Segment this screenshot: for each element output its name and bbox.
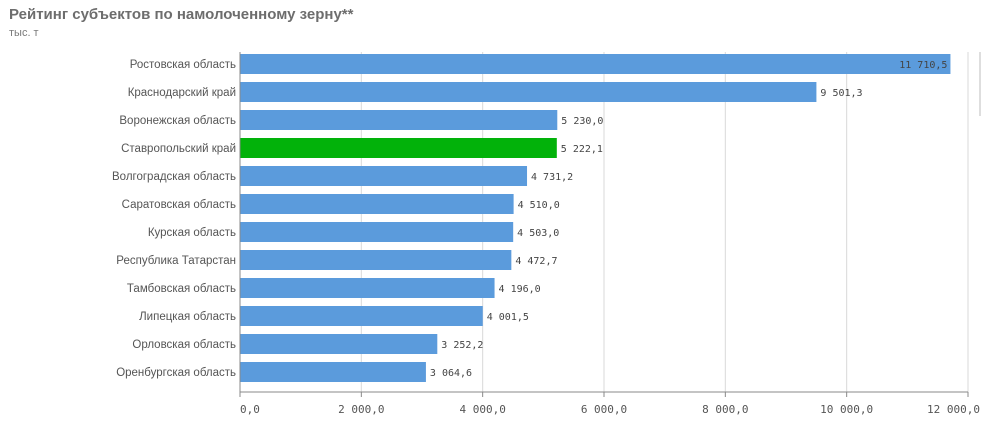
category-label: Краснодарский край bbox=[128, 87, 236, 99]
bar[interactable] bbox=[240, 54, 951, 74]
value-label: 3 252,2 bbox=[441, 340, 483, 351]
value-label: 4 731,2 bbox=[531, 172, 573, 183]
x-tick-label: 6 000,0 bbox=[581, 403, 627, 416]
x-tick-label: 8 000,0 bbox=[702, 403, 748, 416]
bar[interactable] bbox=[240, 334, 438, 354]
x-tick-label: 2 000,0 bbox=[338, 403, 384, 416]
x-tick-label: 0,0 bbox=[240, 403, 260, 416]
value-label: 4 196,0 bbox=[499, 284, 541, 295]
bar[interactable] bbox=[240, 166, 528, 186]
bar[interactable] bbox=[240, 138, 557, 158]
chart-subtitle: тыс. т bbox=[9, 27, 39, 39]
category-label: Тамбовская область bbox=[127, 283, 236, 295]
value-label: 4 503,0 bbox=[517, 228, 559, 239]
bar[interactable] bbox=[240, 278, 495, 298]
category-label: Саратовская область bbox=[122, 199, 236, 211]
bar[interactable] bbox=[240, 222, 514, 242]
bar[interactable] bbox=[240, 110, 558, 130]
bar[interactable] bbox=[240, 82, 817, 102]
x-tick-label: 4 000,0 bbox=[459, 403, 505, 416]
value-label: 3 064,6 bbox=[430, 368, 472, 379]
category-label: Республика Татарстан bbox=[116, 255, 236, 267]
category-label: Орловская область bbox=[132, 339, 236, 351]
bar[interactable] bbox=[240, 194, 514, 214]
bar[interactable] bbox=[240, 362, 426, 382]
value-label: 11 710,5 bbox=[899, 60, 947, 71]
value-label: 5 222,1 bbox=[561, 144, 603, 155]
value-label: 4 472,7 bbox=[515, 256, 557, 267]
category-label: Ставропольский край bbox=[121, 143, 236, 155]
category-label: Ростовская область bbox=[130, 59, 236, 71]
category-label: Волгоградская область bbox=[112, 171, 236, 183]
bar[interactable] bbox=[240, 250, 512, 270]
category-label: Липецкая область bbox=[139, 311, 236, 323]
category-label: Курская область bbox=[148, 227, 236, 239]
category-label: Оренбургская область bbox=[116, 367, 236, 379]
x-tick-label: 12 000,0 bbox=[927, 403, 980, 416]
value-label: 5 230,0 bbox=[561, 116, 603, 127]
category-label: Воронежская область bbox=[119, 115, 236, 127]
bar[interactable] bbox=[240, 306, 483, 326]
value-label: 4 001,5 bbox=[487, 312, 529, 323]
value-label: 4 510,0 bbox=[518, 200, 560, 211]
chart-title: Рейтинг субъектов по намолоченному зерну… bbox=[9, 6, 354, 23]
x-tick-label: 10 000,0 bbox=[820, 403, 873, 416]
value-label: 9 501,3 bbox=[820, 88, 862, 99]
